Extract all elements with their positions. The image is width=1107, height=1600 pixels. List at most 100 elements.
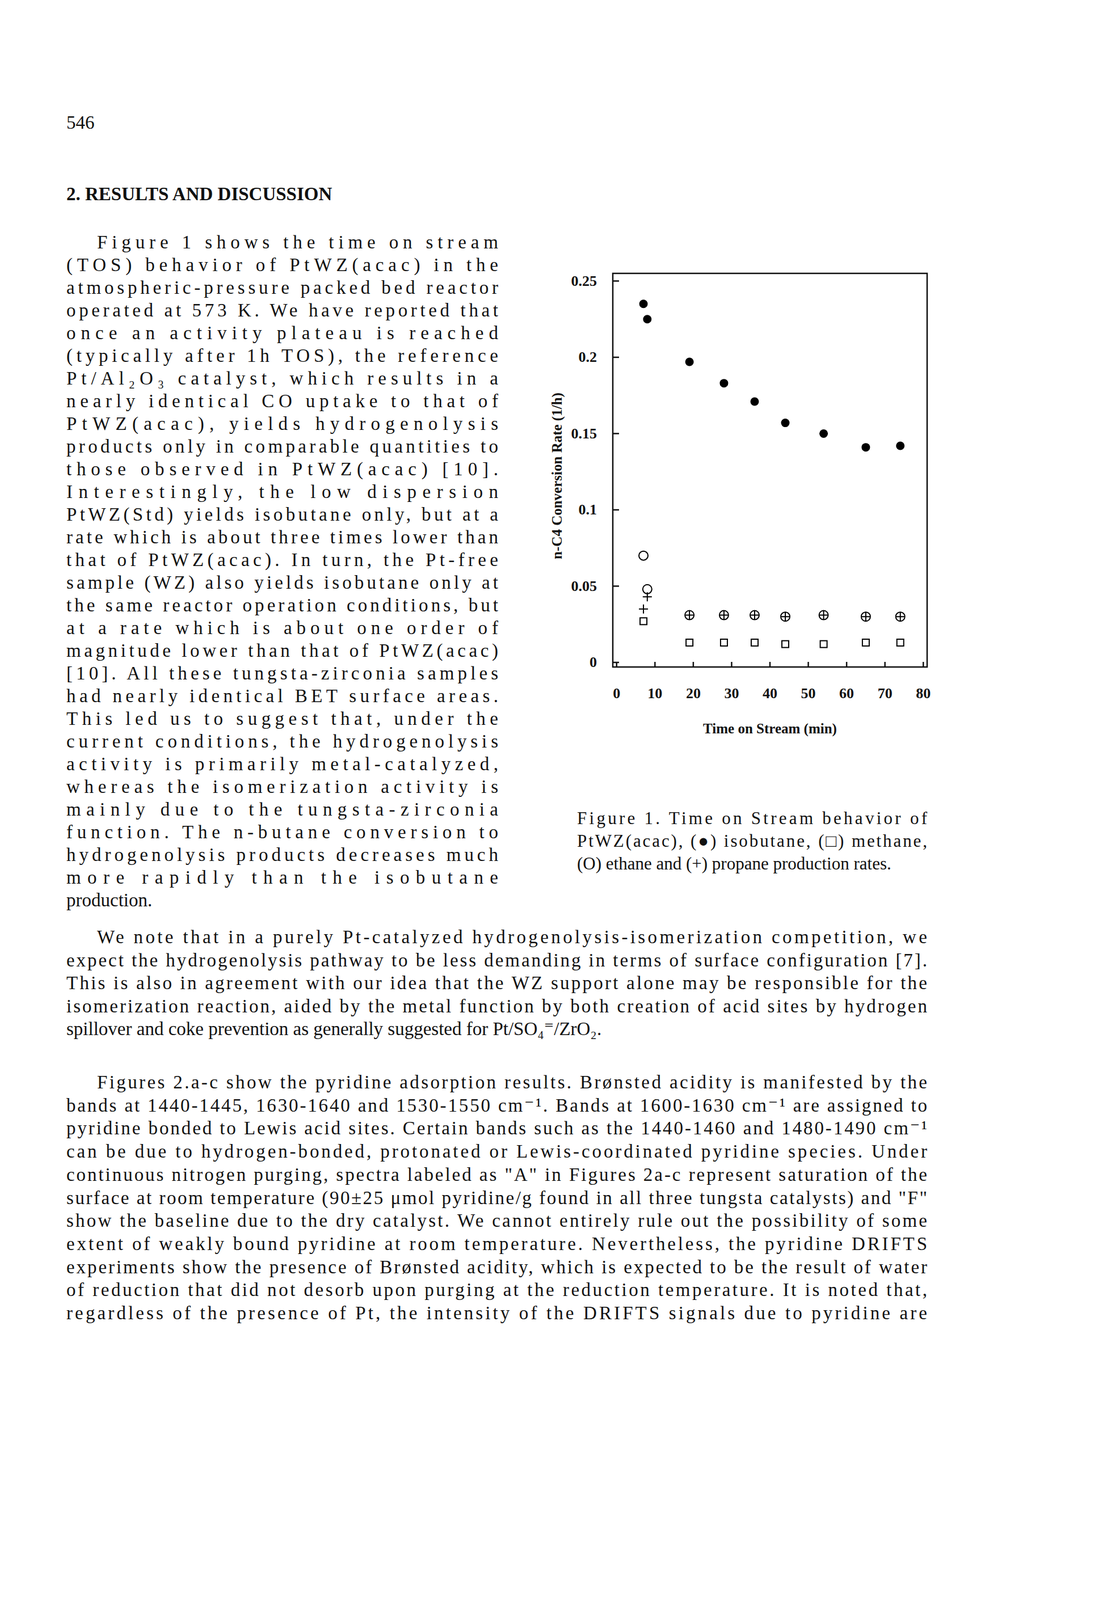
point-isobutane — [750, 397, 759, 406]
column-line: [10]. All these tungsta-zirconia samples — [66, 663, 499, 684]
plot-marks — [638, 299, 906, 648]
column-line: magnitude lower than that of PtWZ(acac) — [66, 640, 499, 662]
column-line: Pt/Al₂O₃ catalyst, which results in a — [66, 368, 499, 389]
point-ethane — [750, 611, 760, 621]
x-tick-label: 20 — [685, 685, 701, 702]
column-line: activity is primarily metal-catalyzed, — [66, 754, 499, 775]
y-tick-label: 0.15 — [571, 425, 598, 443]
x-axis-title: Time on Stream (min) — [703, 721, 837, 738]
paragraph-line: show the baseline due to the dry catalys… — [66, 1210, 928, 1232]
point-propane — [750, 611, 760, 621]
column-line: atmospheric-pressure packed bed reactor — [66, 277, 499, 298]
page-number: 546 — [66, 112, 95, 133]
plot-frame — [612, 273, 928, 668]
x-tick — [769, 662, 772, 668]
y-tick — [612, 585, 620, 588]
series-isobutane — [639, 299, 906, 452]
point-methane — [897, 639, 904, 647]
point-propane — [895, 612, 906, 622]
x-tick — [692, 662, 695, 668]
column-line: PtWZ(acac), yields hydrogenolysis — [66, 413, 499, 435]
paragraph-line: Figures 2.a-c show the pyridine adsorpti… — [97, 1072, 928, 1093]
point-methane — [720, 639, 728, 647]
paragraph-line: extent of weakly bound pyridine at room … — [66, 1234, 928, 1255]
x-tick-label: 60 — [839, 685, 854, 702]
paragraph-line: experiments show the presence of Brønste… — [66, 1257, 928, 1278]
x-tick-label: 50 — [801, 685, 816, 702]
point-ethane — [780, 612, 790, 622]
y-tick-label: 0 — [589, 654, 597, 671]
x-tick — [654, 662, 656, 668]
column-line: current conditions, the hydrogenolysis — [66, 731, 499, 752]
column-line: once an activity plateau is reached — [66, 322, 499, 344]
paragraph-line: continuous nitrogen purging, spectra lab… — [66, 1164, 928, 1186]
paragraph-line: isomerization reaction, aided by the met… — [66, 996, 928, 1017]
column-line: the same reactor operation conditions, b… — [66, 595, 499, 616]
x-tick — [884, 662, 886, 668]
y-tick-label: 0.2 — [578, 348, 598, 366]
paragraph-line: surface at room temperature (90±25 μmol … — [66, 1188, 928, 1210]
column-line: whereas the isomerization activity is — [66, 776, 499, 798]
column-line: that of PtWZ(acac). In turn, the Pt-free — [66, 549, 499, 571]
point-ethane — [684, 611, 694, 621]
point-methane — [781, 641, 789, 648]
x-tick-label: 80 — [915, 685, 931, 702]
point-isobutane — [639, 299, 648, 309]
point-ethane — [819, 611, 829, 621]
column-line: PtWZ(Std) yields isobutane only, but at … — [66, 504, 499, 526]
point-propane — [780, 612, 790, 622]
paragraph-line: pyridine bonded to Lewis acid sites. Cer… — [66, 1118, 928, 1139]
point-methane — [820, 641, 828, 648]
point-ethane — [895, 612, 906, 622]
point-ethane — [719, 611, 729, 621]
figure-caption: PtWZ(acac), (●) isobutane, (□) methane, — [577, 831, 928, 852]
column-line: sample (WZ) also yields isobutane only a… — [66, 572, 499, 594]
column-line: more rapidly than the isobutane — [66, 867, 499, 888]
page: 5462. RESULTS AND DISCUSSIONFigure 1 sho… — [0, 0, 1107, 1600]
x-tick — [616, 662, 618, 668]
point-propane — [642, 592, 652, 602]
x-tick-label: 70 — [877, 685, 893, 702]
column-line: function. The n-butane conversion to — [66, 822, 499, 843]
point-isobutane — [861, 443, 870, 452]
column-line: This led us to suggest that, under the — [66, 708, 499, 730]
y-tick — [612, 662, 620, 664]
paragraph-line: expect the hydrogenolysis pathway to be … — [66, 950, 928, 971]
column-line: at a rate which is about one order of — [66, 617, 499, 639]
x-tick — [807, 662, 810, 668]
x-tick-label: 10 — [647, 685, 663, 702]
y-tick-label: 0.1 — [578, 501, 598, 519]
paragraph-line: spillover and coke prevention as general… — [66, 1019, 602, 1040]
y-axis-title: n-C4 Conversion Rate (1/h) — [549, 392, 566, 560]
chart: 00.050.10.150.20.2501020304050607080Time… — [549, 272, 932, 738]
column-line: mainly due to the tungsta-zirconia — [66, 799, 499, 820]
series-propane — [638, 592, 906, 622]
point-ethane — [861, 612, 871, 622]
point-methane — [685, 639, 693, 647]
point-propane — [638, 604, 648, 614]
paragraph-line: regardless of the presence of Pt, the in… — [66, 1303, 928, 1324]
figure-caption: Figure 1. Time on Stream behavior of — [577, 808, 928, 829]
point-methane — [862, 639, 870, 647]
y-tick — [612, 432, 620, 435]
paragraph-line: We note that in a purely Pt-catalyzed hy… — [97, 927, 928, 948]
column-line: those observed in PtWZ(acac) [10]. — [66, 459, 499, 481]
x-tick-label: 30 — [724, 685, 739, 702]
y-tick-label: 0.05 — [571, 578, 598, 595]
column-line: hydrogenolysis products decreases much — [66, 844, 499, 866]
series-ethane — [638, 551, 906, 622]
column-line: rate which is about three times lower th… — [66, 527, 499, 548]
point-propane — [684, 611, 694, 621]
x-tick — [845, 662, 848, 668]
point-propane — [719, 611, 729, 621]
column-line: production. — [66, 890, 153, 911]
x-tick — [922, 662, 925, 668]
x-tick-label: 0 — [612, 685, 621, 702]
column-line: Interestingly, the low dispersion — [66, 481, 499, 503]
column-line: (typically after 1h TOS), the reference — [66, 345, 499, 367]
point-propane — [861, 612, 871, 622]
paragraph-line: bands at 1440-1445, 1630-1640 and 1530-1… — [66, 1095, 928, 1117]
point-isobutane — [719, 379, 728, 388]
y-tick — [612, 509, 620, 512]
figure-caption: (O) ethane and (+) propane production ra… — [577, 853, 892, 874]
